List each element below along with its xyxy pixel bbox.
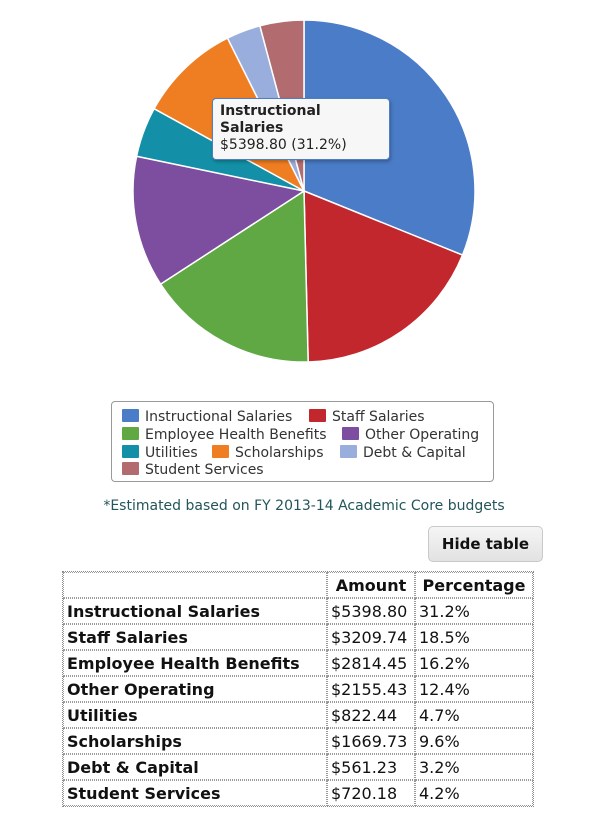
table-row: Other Operating $2155.43 12.4% [63, 676, 533, 702]
row-amount: $3209.74 [327, 624, 415, 650]
row-amount: $720.18 [327, 780, 415, 806]
row-amount: $2155.43 [327, 676, 415, 702]
legend-swatch [122, 409, 139, 422]
legend-item-instructional-salaries[interactable]: Instructional Salaries [122, 408, 292, 426]
legend-item-debt-capital[interactable]: Debt & Capital [340, 444, 466, 462]
table-row: Utilities $822.44 4.7% [63, 702, 533, 728]
legend-label: Employee Health Benefits [145, 427, 327, 443]
table-header-blank [63, 572, 327, 598]
legend-item-employee-health-benefits[interactable]: Employee Health Benefits [122, 426, 327, 444]
pie-chart [132, 19, 476, 363]
legend-swatch [122, 427, 139, 440]
table-header-percentage: Percentage [415, 572, 533, 598]
row-amount: $2814.45 [327, 650, 415, 676]
table-header-row: Amount Percentage [63, 572, 533, 598]
table-row: Debt & Capital $561.23 3.2% [63, 754, 533, 780]
chart-tooltip: Instructional Salaries $5398.80 (31.2%) [212, 98, 390, 160]
chart-legend: Instructional Salaries Staff Salaries Em… [111, 401, 494, 482]
row-label: Staff Salaries [63, 624, 327, 650]
row-label: Student Services [63, 780, 327, 806]
legend-label: Instructional Salaries [145, 409, 293, 425]
legend-item-utilities[interactable]: Utilities [122, 444, 198, 462]
table-row: Employee Health Benefits $2814.45 16.2% [63, 650, 533, 676]
legend-label: Other Operating [365, 427, 480, 443]
legend-item-student-services[interactable]: Student Services [122, 461, 264, 479]
row-percentage: 12.4% [415, 676, 533, 702]
legend-item-other-operating[interactable]: Other Operating [342, 426, 479, 444]
chart-footnote: *Estimated based on FY 2013-14 Academic … [103, 498, 505, 514]
table-row: Staff Salaries $3209.74 18.5% [63, 624, 533, 650]
legend-swatch [122, 445, 139, 458]
legend-item-staff-salaries[interactable]: Staff Salaries [309, 408, 425, 426]
pie-slice-employee-health-benefits[interactable] [159, 190, 309, 363]
pie-slice-other-operating[interactable] [132, 155, 305, 285]
legend-label: Staff Salaries [332, 409, 425, 425]
pie-slice-staff-salaries[interactable] [303, 190, 464, 363]
row-label: Employee Health Benefits [63, 650, 327, 676]
legend-label: Debt & Capital [363, 445, 466, 461]
table-row: Student Services $720.18 4.2% [63, 780, 533, 806]
row-percentage: 9.6% [415, 728, 533, 754]
row-percentage: 18.5% [415, 624, 533, 650]
row-amount: $5398.80 [327, 598, 415, 624]
data-table: Amount Percentage Instructional Salaries… [62, 571, 534, 807]
row-label: Other Operating [63, 676, 327, 702]
table-row: Instructional Salaries $5398.80 31.2% [63, 598, 533, 624]
row-amount: $822.44 [327, 702, 415, 728]
row-label: Scholarships [63, 728, 327, 754]
legend-swatch [340, 445, 357, 458]
tooltip-value: $5398.80 (31.2%) [220, 137, 347, 153]
row-percentage: 3.2% [415, 754, 533, 780]
row-percentage: 4.7% [415, 702, 533, 728]
legend-label: Student Services [145, 462, 264, 478]
hide-table-button[interactable]: Hide table [428, 526, 543, 562]
table-row: Scholarships $1669.73 9.6% [63, 728, 533, 754]
table-header-amount: Amount [327, 572, 415, 598]
tooltip-title: Instructional Salaries [220, 103, 321, 136]
legend-swatch [309, 409, 326, 422]
row-amount: $1669.73 [327, 728, 415, 754]
row-label: Utilities [63, 702, 327, 728]
legend-label: Scholarships [235, 445, 324, 461]
legend-swatch [342, 427, 359, 440]
row-label: Debt & Capital [63, 754, 327, 780]
row-label: Instructional Salaries [63, 598, 327, 624]
legend-label: Utilities [145, 445, 198, 461]
legend-item-scholarships[interactable]: Scholarships [212, 444, 323, 462]
row-percentage: 16.2% [415, 650, 533, 676]
row-percentage: 4.2% [415, 780, 533, 806]
legend-swatch [122, 462, 139, 475]
legend-swatch [212, 445, 229, 458]
row-percentage: 31.2% [415, 598, 533, 624]
row-amount: $561.23 [327, 754, 415, 780]
